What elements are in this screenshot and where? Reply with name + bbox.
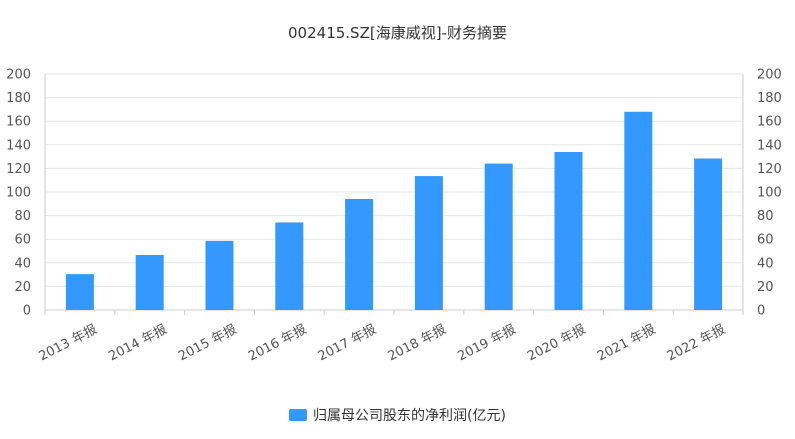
y-axis-right-ticks: 0 20 40 60 80 100 120 140 160 180 200	[757, 68, 782, 319]
y-tick-label-left: 60	[14, 233, 31, 248]
y-tick-label-right: 120	[757, 162, 782, 177]
y-tick-label-left: 0	[23, 304, 31, 319]
y-tick-label-right: 200	[757, 68, 782, 83]
x-tick-label: 2018 年报	[386, 322, 449, 364]
y-tick-label-left: 160	[6, 115, 31, 130]
bar	[414, 176, 443, 310]
y-tick-label-right: 80	[757, 209, 774, 224]
y-tick-label-left: 100	[6, 186, 31, 201]
x-tick-label: 2016 年报	[246, 322, 309, 364]
x-tick-label: 2022 年报	[665, 322, 728, 364]
y-tick-label-left: 120	[6, 162, 31, 177]
bar	[135, 255, 164, 310]
x-tick-label: 2013 年报	[37, 322, 100, 364]
x-tick-label: 2017 年报	[316, 322, 379, 364]
y-tick-label-right: 180	[757, 91, 782, 106]
x-tick-label: 2014 年报	[106, 322, 169, 364]
bar	[694, 158, 723, 310]
y-tick-label-right: 160	[757, 115, 782, 130]
bar	[65, 274, 94, 310]
legend-label: 归属母公司股东的净利润(亿元)	[313, 408, 506, 424]
chart-title: 002415.SZ[海康威视]-财务摘要	[288, 24, 507, 42]
bar	[554, 151, 583, 310]
y-tick-label-left: 140	[6, 138, 31, 153]
bar	[484, 163, 513, 310]
x-axis-ticks: 2013 年报 2014 年报 2015 年报 2016 年报 2017 年报 2018 …	[37, 322, 728, 364]
bar	[275, 222, 304, 310]
x-tick-label: 2015 年报	[176, 322, 239, 364]
y-tick-label-left: 80	[14, 209, 31, 224]
y-tick-label-left: 180	[6, 91, 31, 106]
y-tick-label-right: 60	[757, 233, 774, 248]
y-tick-label-right: 140	[757, 138, 782, 153]
y-tick-label-right: 20	[757, 280, 774, 295]
y-tick-label-right: 100	[757, 186, 782, 201]
legend-swatch	[289, 409, 308, 421]
legend[interactable]: 归属母公司股东的净利润(亿元)	[0, 405, 795, 425]
bar	[345, 198, 374, 310]
x-tick-label: 2019 年报	[455, 322, 518, 364]
bar	[624, 111, 653, 310]
y-axis-left-ticks: 0 20 40 60 80 100 120 140 160 180 200	[6, 68, 31, 319]
y-tick-label-left: 20	[14, 280, 31, 295]
bar	[205, 240, 234, 310]
x-tick-label: 2021 年报	[595, 322, 658, 364]
y-tick-label-left: 200	[6, 68, 31, 83]
x-tick-label: 2020 年报	[525, 322, 588, 364]
y-tick-label-right: 40	[757, 256, 774, 271]
bars	[65, 111, 723, 310]
y-tick-label-right: 0	[757, 304, 765, 319]
y-tick-label-left: 40	[14, 256, 31, 271]
